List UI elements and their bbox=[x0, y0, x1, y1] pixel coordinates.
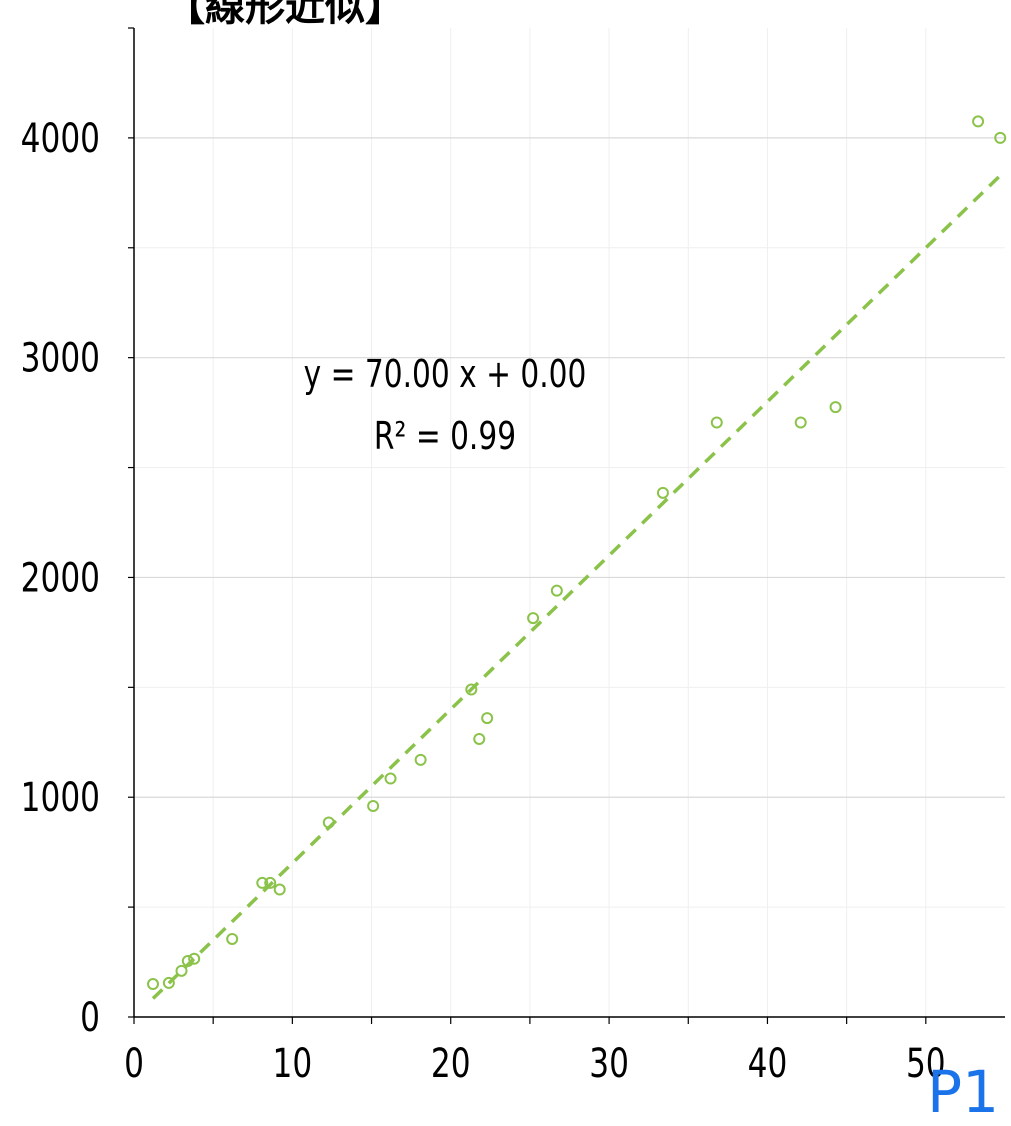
data-point bbox=[367, 800, 380, 813]
grid-layer bbox=[134, 28, 1005, 1017]
data-point bbox=[829, 401, 842, 414]
x-tick-label: 40 bbox=[748, 1041, 788, 1087]
data-point bbox=[226, 932, 239, 945]
data-point bbox=[972, 115, 985, 128]
axis-layer bbox=[128, 27, 1005, 1024]
data-point bbox=[181, 954, 194, 967]
data-point bbox=[147, 978, 160, 991]
data-point bbox=[656, 486, 669, 499]
x-tick-label: 10 bbox=[273, 1041, 313, 1087]
tick-label-layer: 0 1000 2000 3000 4000 0 10 20 30 40 50 bbox=[21, 116, 946, 1087]
y-tick-label: 0 bbox=[80, 995, 100, 1041]
chart-title: 【線形近似】 bbox=[165, 0, 405, 30]
point-layer bbox=[147, 115, 1007, 991]
y-tick-label: 4000 bbox=[21, 116, 100, 162]
x-tick-label: 30 bbox=[589, 1041, 629, 1087]
trendline-equation: y = 70.00 x + 0.00 bbox=[303, 352, 587, 396]
data-point bbox=[256, 876, 269, 889]
data-point bbox=[175, 964, 188, 977]
data-point bbox=[162, 976, 175, 989]
data-point bbox=[473, 732, 486, 745]
y-tick-label: 1000 bbox=[21, 776, 100, 822]
data-point bbox=[710, 416, 723, 429]
data-point bbox=[994, 131, 1007, 144]
data-point bbox=[465, 683, 478, 696]
data-point bbox=[384, 772, 397, 785]
data-point bbox=[414, 753, 427, 766]
data-point bbox=[527, 612, 540, 625]
y-tick-label: 2000 bbox=[21, 556, 100, 602]
data-point bbox=[264, 876, 277, 889]
trendline bbox=[151, 169, 1007, 1000]
x-tick-label: 50 bbox=[906, 1041, 946, 1087]
data-point bbox=[481, 712, 494, 725]
data-point bbox=[550, 584, 563, 597]
data-point bbox=[188, 952, 201, 965]
data-point bbox=[794, 416, 807, 429]
y-tick-label: 3000 bbox=[21, 336, 100, 382]
trendline-layer bbox=[151, 169, 1007, 1000]
trendline-r-squared: R² = 0.99 bbox=[373, 414, 517, 458]
page-marker: P1 bbox=[927, 1058, 999, 1126]
x-tick-label: 20 bbox=[431, 1041, 471, 1087]
data-point bbox=[273, 883, 286, 896]
x-tick-label: 0 bbox=[124, 1041, 144, 1087]
data-point bbox=[322, 816, 335, 829]
